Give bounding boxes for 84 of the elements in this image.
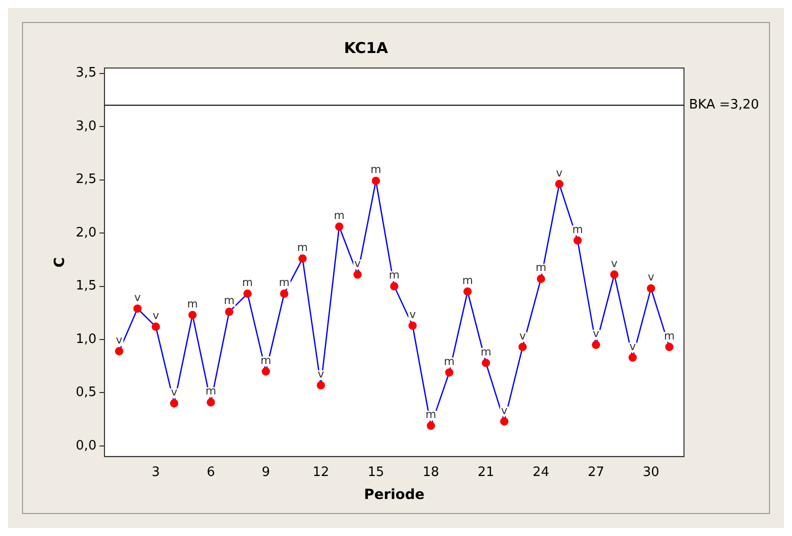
annotation: m — [187, 297, 198, 310]
point — [335, 222, 344, 231]
annotation: m — [224, 294, 235, 308]
point — [518, 342, 527, 352]
y-axis-title: C — [52, 257, 68, 268]
y-tick-label: 1,5 — [76, 278, 96, 294]
annotation: m — [572, 222, 583, 236]
annotation: v — [556, 166, 564, 180]
annotation: v — [354, 256, 362, 270]
y-tick-label: 2,0 — [76, 225, 96, 240]
annotation: m — [297, 240, 308, 254]
annotation: v — [519, 329, 526, 342]
annotation: m — [664, 329, 675, 342]
x-tick-label: 15 — [368, 464, 384, 480]
point — [316, 381, 326, 390]
point — [298, 254, 307, 263]
annotation: m — [370, 163, 382, 176]
annotation: m — [444, 354, 455, 368]
point — [353, 270, 362, 279]
point — [592, 340, 600, 349]
point — [390, 282, 398, 290]
annotation: v — [152, 309, 160, 322]
annotation: m — [462, 274, 473, 287]
x-tick-label: 18 — [422, 464, 440, 480]
point — [170, 399, 178, 408]
point — [262, 367, 270, 376]
point — [665, 342, 674, 352]
x-axis-title: Periode — [364, 487, 425, 504]
point — [426, 422, 436, 430]
point — [243, 290, 252, 298]
annotation: v — [648, 270, 655, 284]
annotation: m — [260, 354, 272, 367]
annotation: m — [388, 268, 400, 282]
annotation: v — [409, 308, 416, 322]
point — [408, 321, 417, 330]
annotation: v — [318, 368, 325, 381]
x-tick-label: 30 — [642, 464, 660, 480]
point — [114, 347, 124, 356]
y-tick-label: 0,5 — [76, 385, 96, 400]
point — [646, 284, 656, 293]
annotation: v — [501, 404, 508, 417]
y-tick-label: 0,0 — [76, 438, 96, 454]
annotation: m — [426, 408, 436, 422]
x-tick-label: 6 — [206, 464, 215, 480]
point — [133, 304, 142, 313]
x-tick-label: 24 — [532, 464, 550, 480]
annotation: m — [480, 345, 492, 358]
annotation: v — [629, 340, 636, 353]
annotation: v — [170, 386, 178, 399]
x-tick-label: 3 — [152, 464, 160, 480]
point — [225, 308, 234, 316]
annotation: m — [278, 276, 290, 290]
annotation: m — [536, 261, 546, 274]
annotation: v — [611, 256, 618, 270]
point — [188, 310, 197, 320]
x-tick-label: 9 — [262, 464, 270, 480]
annotation: m — [334, 208, 345, 222]
y-tick-label: 3,5 — [76, 66, 96, 81]
annotation: m — [242, 276, 253, 290]
point — [445, 368, 454, 377]
point — [463, 287, 472, 296]
point — [280, 290, 288, 298]
point — [500, 417, 508, 426]
chart-title: KC1A — [344, 38, 388, 57]
annotation: m — [205, 384, 216, 398]
x-tick-label: 21 — [478, 464, 494, 480]
point — [482, 358, 490, 368]
point — [628, 353, 637, 362]
point — [555, 180, 564, 188]
point — [610, 270, 618, 279]
annotation: v — [116, 334, 123, 347]
y-tick-label: 1,0 — [76, 332, 96, 347]
x-tick-label: 12 — [312, 464, 330, 480]
y-tick-label: 3,0 — [76, 118, 96, 134]
annotation: v — [592, 327, 600, 340]
point — [573, 236, 582, 245]
y-tick-label: 2,5 — [76, 172, 96, 188]
x-tick-label: 27 — [588, 464, 604, 480]
point — [536, 274, 546, 283]
annotation: v — [134, 290, 142, 304]
point — [152, 322, 160, 331]
ref-line-label: BKA =3,20 — [689, 98, 760, 113]
point — [372, 176, 380, 186]
point — [206, 398, 215, 406]
